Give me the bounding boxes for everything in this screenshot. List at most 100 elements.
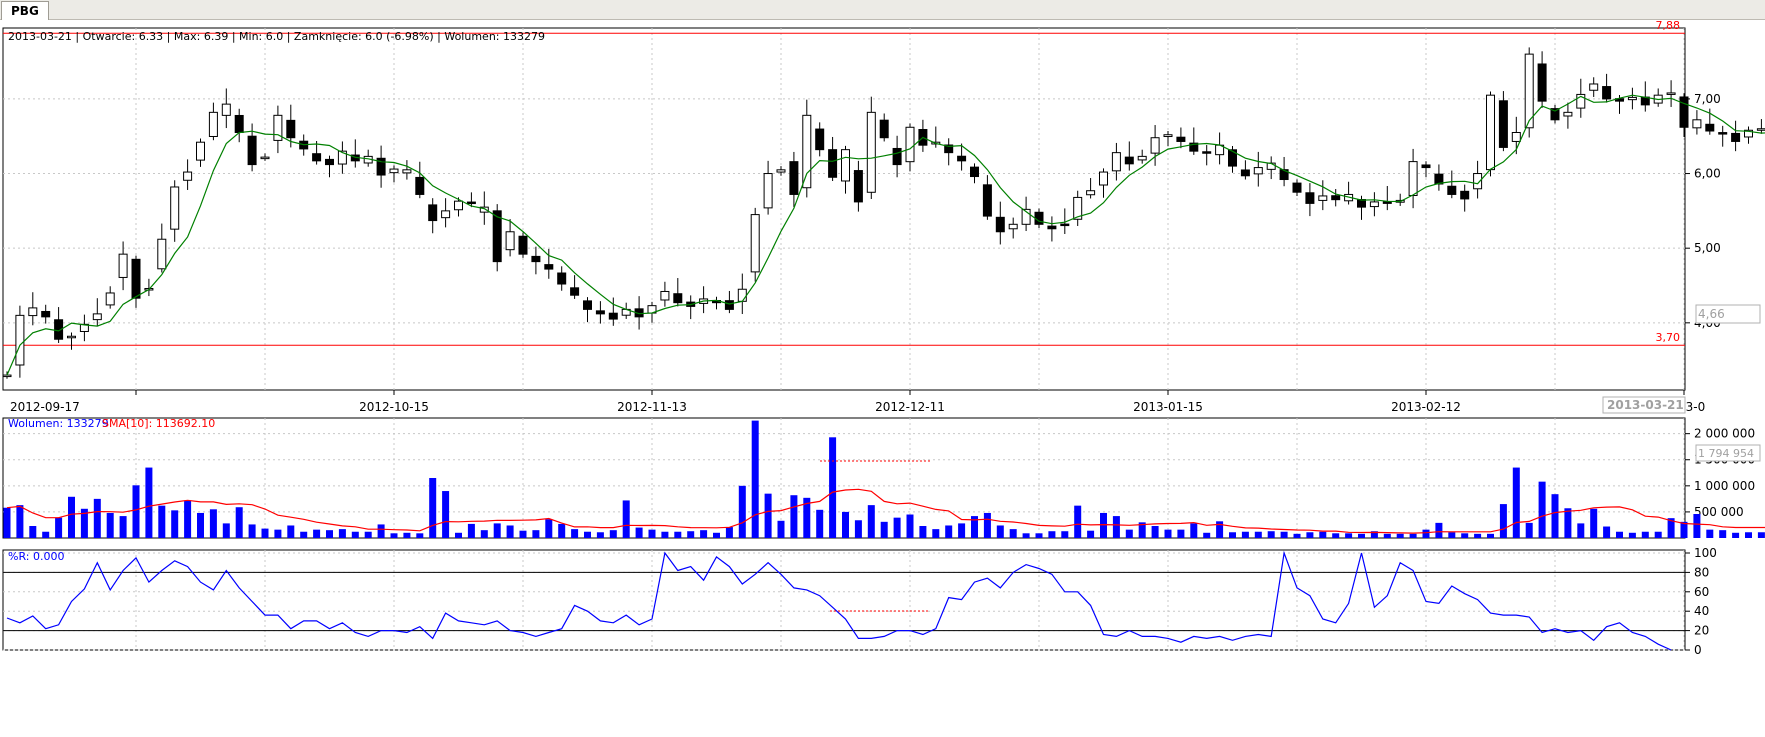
volume-bar <box>158 505 166 538</box>
candle <box>1099 168 1108 198</box>
volume-bar <box>106 512 114 538</box>
candle <box>466 192 476 208</box>
volume-bar <box>1538 481 1546 538</box>
candle-body <box>1576 93 1586 109</box>
candle <box>1021 196 1031 232</box>
volume-bar <box>1345 533 1353 538</box>
candle <box>1369 192 1379 217</box>
price-sma-line <box>6 94 1765 376</box>
volume-bar <box>764 493 772 538</box>
volume-bar <box>1525 522 1533 538</box>
x-tick-label: 2013-02-12 <box>1391 400 1461 414</box>
candle-body <box>1627 96 1637 101</box>
candle <box>312 141 322 165</box>
candle <box>1124 141 1134 171</box>
x-tick-label: 2012-10-15 <box>359 400 429 414</box>
volume-bar <box>416 533 424 538</box>
candle-body <box>1563 111 1573 117</box>
candle-body <box>1524 53 1534 129</box>
candle <box>1305 183 1315 217</box>
candle <box>196 138 205 167</box>
volume-bar <box>1577 523 1585 538</box>
volume-bar <box>1409 533 1417 538</box>
volume-bar <box>1319 531 1327 538</box>
volume-bar <box>1383 533 1391 538</box>
price-y-tick-label: 7,00 <box>1694 92 1721 106</box>
candle <box>828 136 838 182</box>
candle <box>802 99 812 198</box>
candle-body <box>1189 142 1199 152</box>
volume-bar <box>493 523 501 538</box>
candle-body <box>1408 161 1418 196</box>
volume-bar <box>145 467 153 538</box>
volume-bar <box>1332 533 1340 538</box>
volume-bar <box>442 491 450 538</box>
volume-bar <box>674 531 682 538</box>
candle-body <box>866 111 876 193</box>
volume-bar <box>68 496 75 538</box>
volume-bar <box>1061 531 1069 538</box>
volume-bar <box>1112 516 1120 538</box>
wr-y-tick-label: 80 <box>1694 565 1709 579</box>
volume-bar <box>816 509 824 538</box>
candle <box>1627 87 1637 110</box>
tab-pbg[interactable]: PBG <box>1 1 49 20</box>
volume-bar <box>1280 531 1288 538</box>
volume-bar <box>1293 533 1301 538</box>
candle <box>337 141 347 174</box>
cursor-date-box: 2013-03-21 <box>1602 396 1686 414</box>
volume-bar <box>1229 532 1236 538</box>
candle-body <box>815 128 825 151</box>
cursor-volume-box: 1 794 954 <box>1695 444 1761 462</box>
volume-bar <box>1551 494 1559 538</box>
candle-body <box>737 288 747 302</box>
volume-bar <box>222 523 230 538</box>
candle-body <box>557 272 567 285</box>
candle-body <box>492 210 502 263</box>
volume-bar <box>532 530 540 538</box>
wr-y-tick-label: 100 <box>1694 546 1717 560</box>
candle <box>131 255 141 308</box>
candle <box>1292 179 1302 196</box>
volume-bar <box>1487 533 1494 538</box>
volume-bar <box>751 420 759 538</box>
wr-panel <box>2 549 1686 651</box>
volume-bar <box>467 523 475 538</box>
volume-bar <box>29 526 37 538</box>
candle-body <box>157 238 167 270</box>
candle <box>1421 161 1431 178</box>
volume-bar <box>1706 529 1714 538</box>
candle-body <box>1060 223 1070 227</box>
candle-body <box>1486 94 1495 171</box>
candle-body <box>273 114 283 141</box>
x-tick-label: 2012-11-13 <box>617 400 687 414</box>
volume-bar <box>1164 529 1172 538</box>
candle <box>1679 93 1689 137</box>
volume-bar <box>519 530 527 538</box>
candle <box>660 281 670 307</box>
volume-bar <box>1461 533 1469 538</box>
stock-chart: 2012-09-17 2012-10-15 2012-11-13 2012-12-11… <box>2 20 1765 657</box>
candle-body <box>982 184 992 217</box>
x-axis: 2012-09-17 2012-10-15 2012-11-13 2012-12-11… <box>10 390 1705 414</box>
volume-bar <box>274 529 282 538</box>
volume-bar <box>571 529 579 538</box>
candle <box>1073 190 1083 226</box>
volume-bar <box>880 521 888 538</box>
candle <box>170 180 180 242</box>
candle-body <box>131 258 141 299</box>
candle <box>1731 120 1741 152</box>
candle <box>1202 145 1212 166</box>
candle-body <box>54 319 64 340</box>
volume-bar <box>1590 508 1598 538</box>
candle <box>1602 73 1612 103</box>
candle-body <box>118 253 128 278</box>
candle-body <box>1744 129 1753 138</box>
volume-bar <box>945 525 953 538</box>
candle-body <box>337 150 347 165</box>
svg-text:1 794 954: 1 794 954 <box>1698 447 1754 460</box>
volume-bar <box>1203 532 1211 538</box>
volume-bar <box>971 516 978 538</box>
candle-body <box>995 216 1005 233</box>
candle <box>1576 78 1586 118</box>
